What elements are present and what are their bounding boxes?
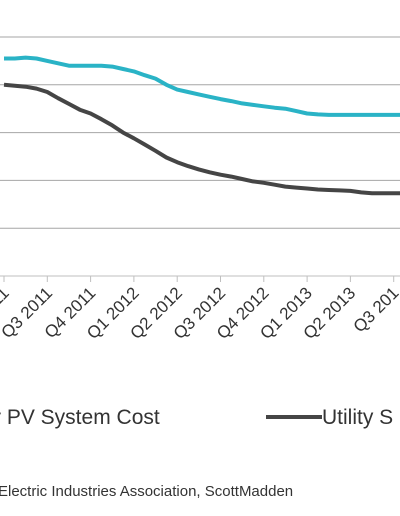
series-line-1 (4, 55, 400, 117)
x-axis-ticks (3, 276, 395, 282)
source-note: Electric Industries Association, ScottMa… (0, 483, 293, 500)
legend-label-series-1: r PV System Cost (0, 406, 160, 429)
series-lines (3, 55, 400, 196)
x-tick-label: Q3 201 (350, 283, 400, 336)
series-line-2 (3, 82, 400, 196)
legend-label-series-2: Utility S (322, 406, 393, 429)
grid-lines (0, 36, 400, 229)
legend: r PV System Cost Utility S (0, 406, 393, 429)
